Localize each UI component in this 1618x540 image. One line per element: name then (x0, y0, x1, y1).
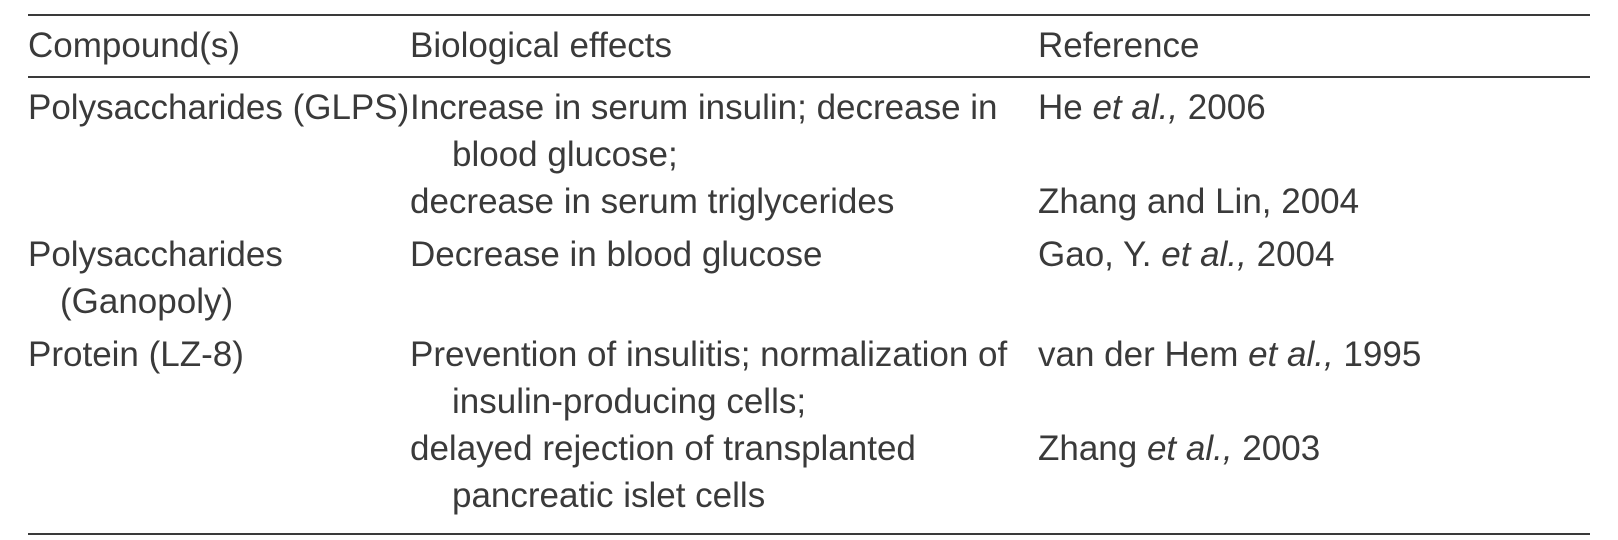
reference-cell: van der Hem et al., 1995 Zhang et al., 20… (1038, 325, 1590, 534)
compounds-table: Compound(s) Biological effects Reference… (28, 14, 1590, 535)
effect-text: Increase in serum insulin; decrease in b… (410, 84, 1038, 178)
table-row: Polysaccharides (Ganopoly)Decrease in bl… (28, 225, 1590, 325)
reference-text: Zhang et al., 2003 (1038, 425, 1590, 472)
effect-text: decrease in serum triglycerides (410, 178, 1038, 225)
reference-text: Zhang and Lin, 2004 (1038, 178, 1590, 225)
compound-cell: Protein (LZ-8) (28, 325, 410, 534)
reference-text: van der Hem et al., 1995 (1038, 331, 1590, 378)
col-header-reference: Reference (1038, 15, 1590, 77)
compound-cell: Polysaccharides (Ganopoly) (28, 225, 410, 325)
table-body: Polysaccharides (GLPS)Increase in serum … (28, 77, 1590, 534)
table-row: Polysaccharides (GLPS)Increase in serum … (28, 77, 1590, 225)
effects-cell: Increase in serum insulin; decrease in b… (410, 77, 1038, 225)
col-header-compound: Compound(s) (28, 15, 410, 77)
reference-text: Gao, Y. et al., 2004 (1038, 231, 1590, 278)
compound-text: Polysaccharides (Ganopoly) (28, 231, 410, 325)
reference-text: He et al., 2006 (1038, 84, 1590, 131)
table-header-row: Compound(s) Biological effects Reference (28, 15, 1590, 77)
page: Compound(s) Biological effects Reference… (0, 0, 1618, 540)
reference-cell: He et al., 2006 Zhang and Lin, 2004 (1038, 77, 1590, 225)
col-header-effects: Biological effects (410, 15, 1038, 77)
effect-text: delayed rejection of transplanted pancre… (410, 425, 1038, 519)
compound-text: Polysaccharides (GLPS) (28, 84, 410, 131)
compound-cell: Polysaccharides (GLPS) (28, 77, 410, 225)
reference-cell: Gao, Y. et al., 2004 (1038, 225, 1590, 325)
effects-cell: Decrease in blood glucose (410, 225, 1038, 325)
effect-text: Decrease in blood glucose (410, 231, 1038, 278)
effects-cell: Prevention of insulitis; normalization o… (410, 325, 1038, 534)
effect-text: Prevention of insulitis; normalization o… (410, 331, 1038, 425)
table-row: Protein (LZ-8)Prevention of insulitis; n… (28, 325, 1590, 534)
compound-text: Protein (LZ-8) (28, 331, 410, 378)
